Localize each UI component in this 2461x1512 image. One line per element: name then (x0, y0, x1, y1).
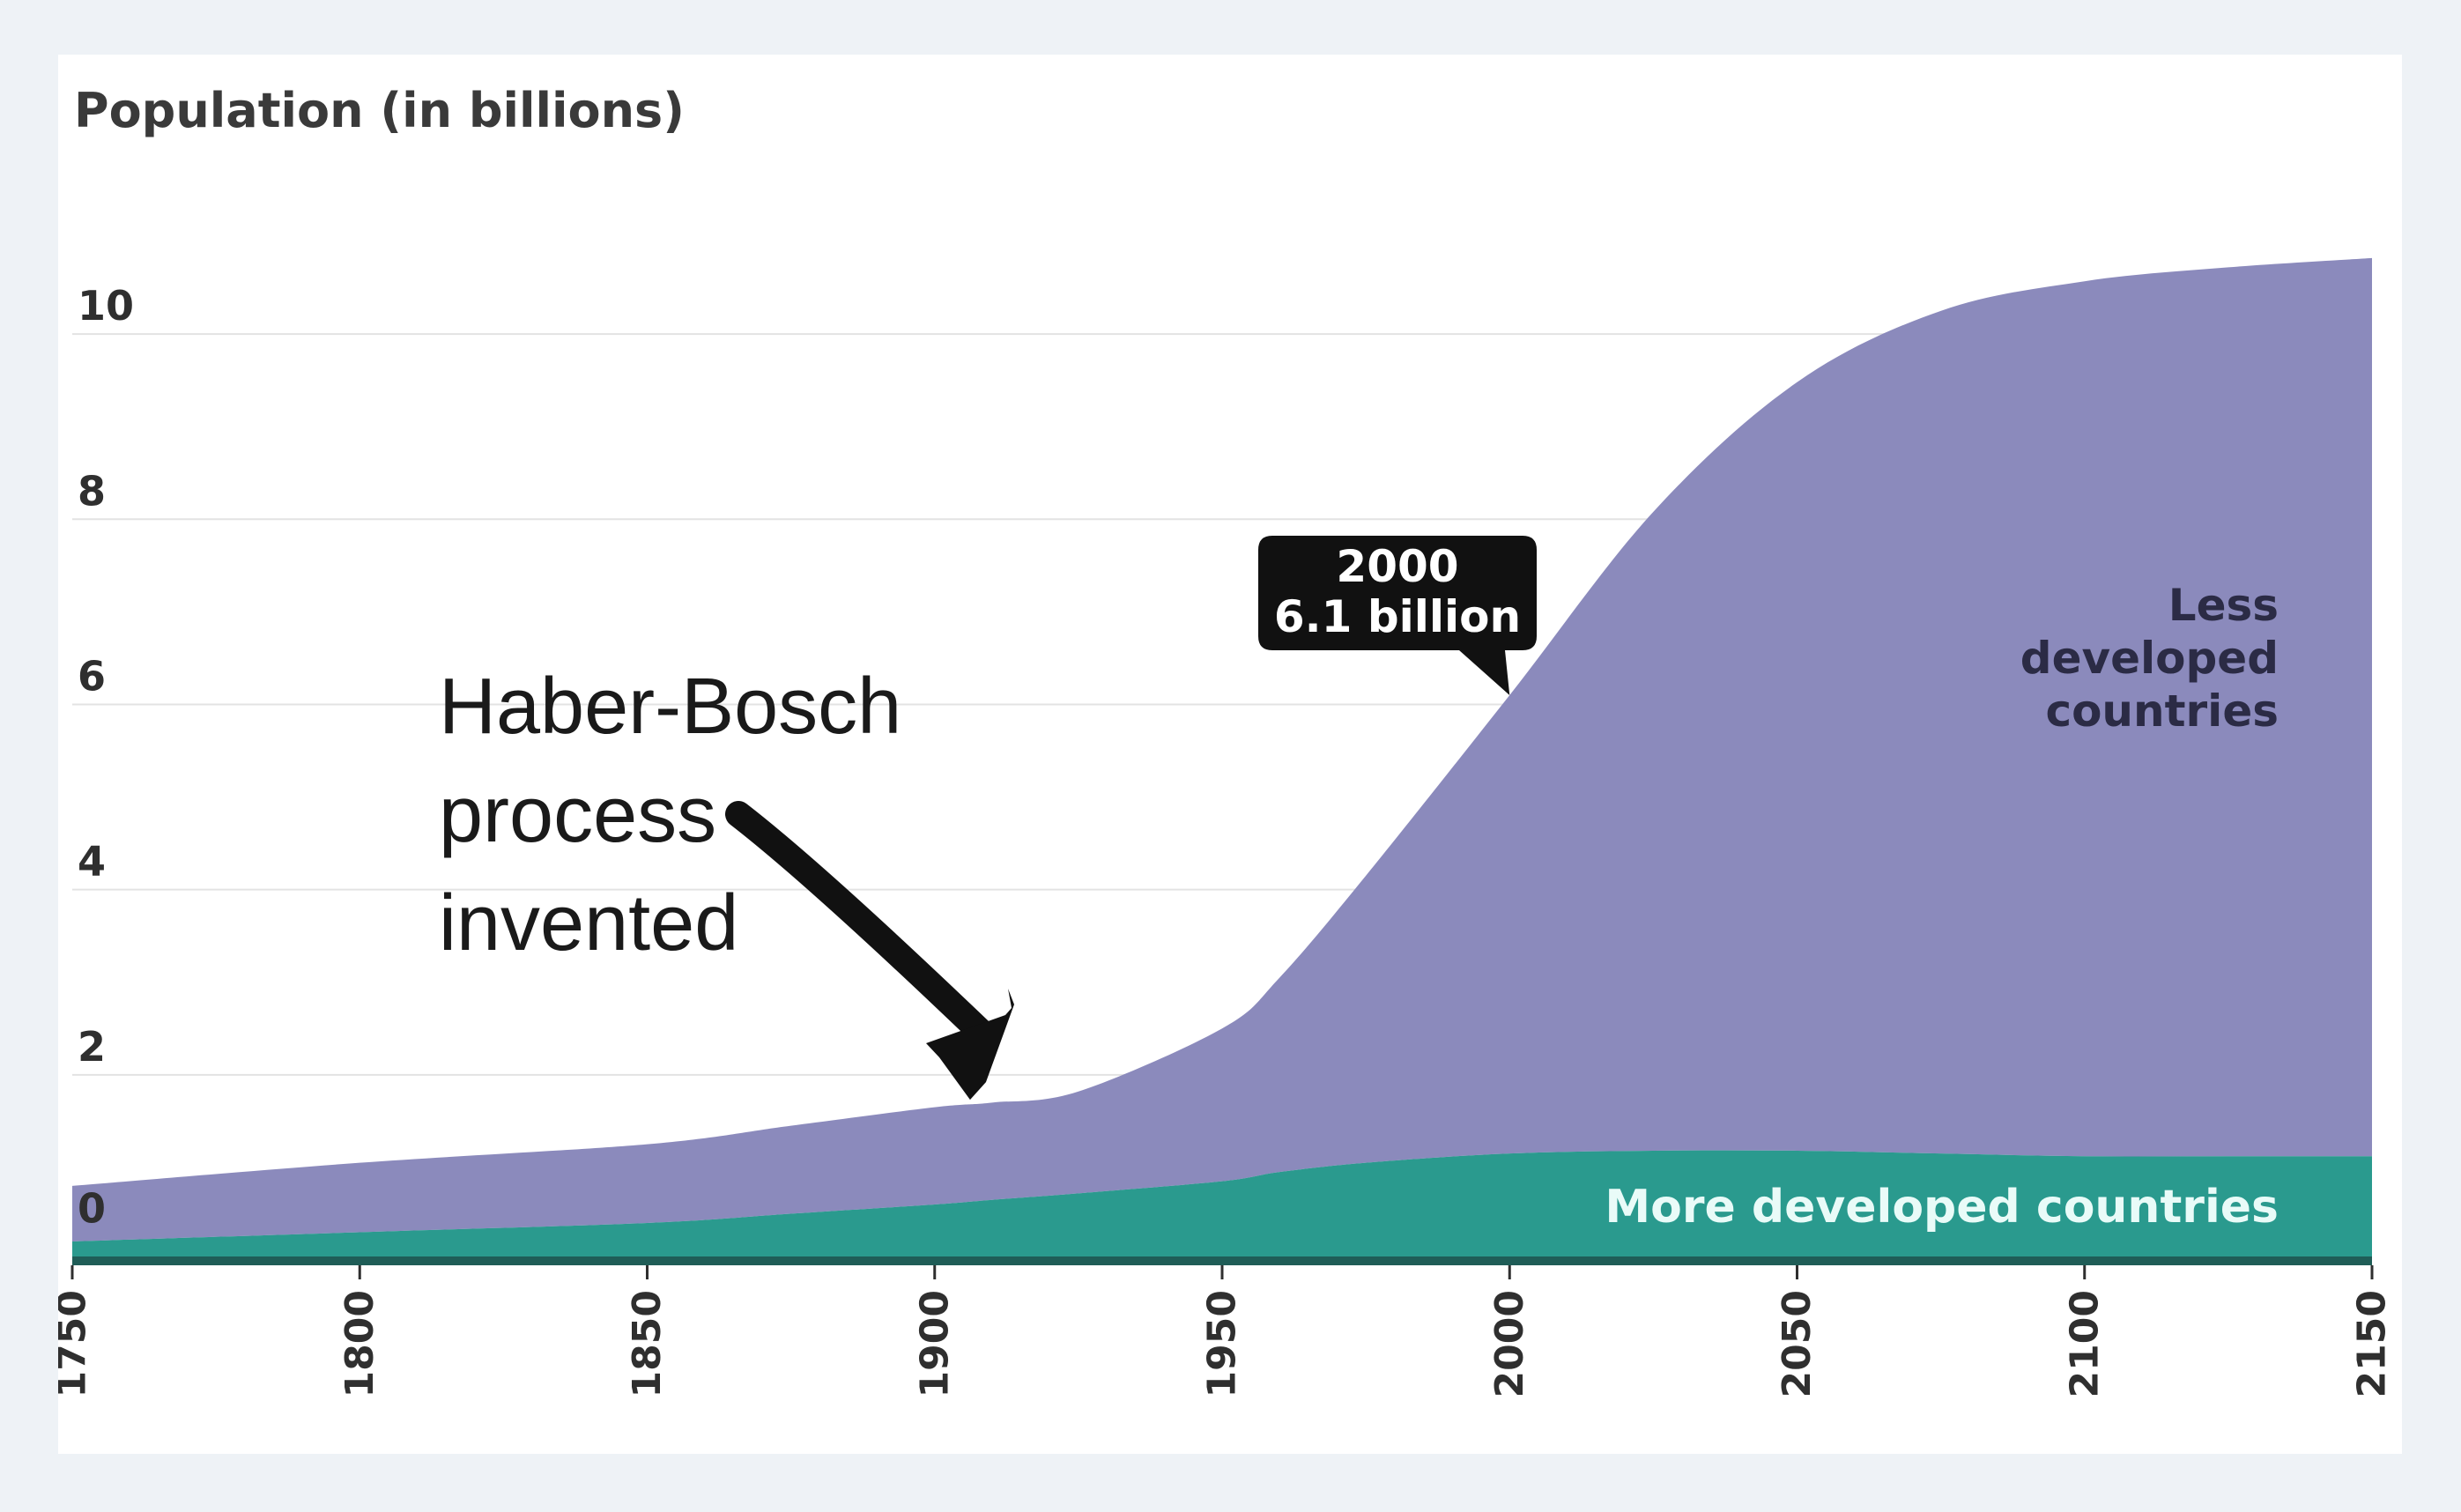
callout-year: 2000 (1336, 541, 1458, 592)
less-developed-label: Less developed countries (2020, 580, 2279, 737)
annotation-line-3: invented (439, 879, 738, 967)
x-tick-2000: 2000 (1487, 1290, 1532, 1397)
y-tick-4: 4 (78, 838, 106, 886)
x-tick-2150: 2150 (2350, 1290, 2395, 1397)
x-tick-1800: 1800 (337, 1290, 382, 1397)
less-developed-label-line-3: countries (2045, 686, 2279, 737)
haber-bosch-annotation: Haber-Bosch process invented (439, 663, 1014, 1101)
x-tick-1750: 1750 (58, 1290, 95, 1397)
x-axis-baseline (72, 1256, 2372, 1265)
x-axis-ticks: 1750 1800 1850 1900 1950 2000 2050 2100 2150 (58, 1265, 2395, 1397)
callout-box (1258, 536, 1537, 695)
x-tick-1900: 1900 (912, 1290, 957, 1397)
x-tick-1950: 1950 (1200, 1290, 1245, 1397)
annotation-arrow-shaft (725, 801, 997, 1048)
more-developed-label: More developed countries (1605, 1181, 2279, 1234)
area-series (72, 257, 2372, 1265)
y-tick-6: 6 (78, 652, 106, 700)
annotation-line-1: Haber-Bosch (439, 663, 901, 751)
x-tick-2050: 2050 (1775, 1290, 1820, 1397)
annotation-arrow-head (926, 989, 1014, 1101)
chart-card: 1750 1800 1850 1900 1950 2000 2050 2100 2150 0 2 4… (58, 55, 2402, 1454)
less-developed-label-line-2: developed (2020, 633, 2279, 684)
y-tick-10: 10 (78, 282, 134, 330)
x-tick-2100: 2100 (2062, 1290, 2107, 1397)
y-tick-2: 2 (78, 1023, 106, 1071)
population-area-chart: 1750 1800 1850 1900 1950 2000 2050 2100 2150 0 2 4… (58, 83, 2395, 1397)
y-tick-8: 8 (78, 467, 106, 515)
area-less-developed (72, 257, 2372, 1241)
callout-value: 6.1 billion (1274, 591, 1521, 642)
annotation-line-2: process (439, 771, 716, 859)
x-tick-1850: 1850 (625, 1290, 670, 1397)
y-axis-ticks: 0 2 4 6 8 10 (78, 282, 134, 1233)
less-developed-label-line-1: Less (2168, 580, 2279, 631)
y-tick-0: 0 (78, 1185, 106, 1233)
area-more-developed (72, 1150, 2372, 1260)
y-axis-title: Population (in billions) (74, 83, 685, 138)
callout-2000: 2000 6.1 billion (1258, 536, 1537, 695)
